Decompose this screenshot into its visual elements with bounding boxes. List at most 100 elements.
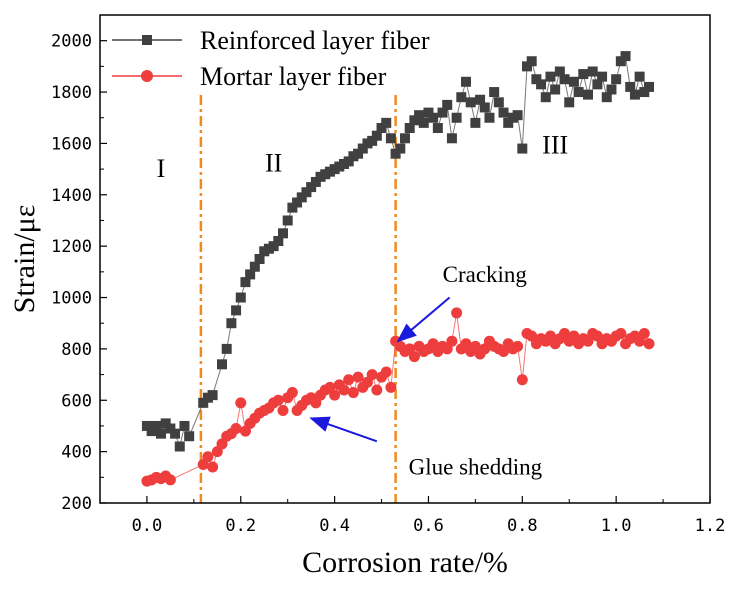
legend-label: Mortar layer fiber xyxy=(200,62,387,91)
data-point xyxy=(638,327,650,339)
data-point xyxy=(465,97,476,108)
data-point xyxy=(282,215,293,226)
data-point xyxy=(207,390,218,401)
data-point xyxy=(156,428,166,439)
data-point xyxy=(540,92,551,103)
y-tick-label: 1400 xyxy=(51,186,92,206)
data-point xyxy=(240,277,251,288)
data-point xyxy=(554,66,565,77)
data-point xyxy=(385,381,397,393)
y-tick-label: 400 xyxy=(61,443,92,463)
data-point xyxy=(381,117,392,128)
data-point xyxy=(268,241,279,252)
data-point xyxy=(249,261,260,272)
data-point xyxy=(380,366,392,378)
data-point xyxy=(366,369,378,381)
data-point xyxy=(498,107,509,118)
data-point xyxy=(164,474,176,486)
x-tick-label: 0.2 xyxy=(225,516,256,536)
data-point xyxy=(597,71,608,82)
data-point xyxy=(451,112,462,123)
data-point xyxy=(174,441,185,452)
legend-label: Reinforced layer fiber xyxy=(200,26,430,55)
data-point xyxy=(235,292,246,303)
y-tick-label: 1800 xyxy=(51,83,92,103)
y-tick-label: 1000 xyxy=(51,289,92,309)
data-point xyxy=(347,387,359,399)
data-point xyxy=(184,431,195,442)
data-point xyxy=(606,84,617,95)
x-tick-label: 0.6 xyxy=(413,516,444,536)
data-point xyxy=(512,110,523,121)
data-point xyxy=(235,397,247,409)
data-point xyxy=(428,112,439,123)
data-point xyxy=(151,420,162,431)
y-tick-label: 2000 xyxy=(51,32,92,52)
legend: Reinforced layer fiber Mortar layer fiber xyxy=(112,26,430,91)
data-point xyxy=(489,87,500,98)
data-point xyxy=(470,117,481,128)
glue-shedding-arrow xyxy=(309,416,378,443)
data-point xyxy=(198,397,209,408)
data-point xyxy=(301,187,312,198)
data-point xyxy=(141,420,152,431)
data-point xyxy=(277,405,289,417)
data-point xyxy=(296,192,307,203)
data-point xyxy=(634,71,645,82)
data-point xyxy=(306,182,317,193)
data-point xyxy=(272,394,284,406)
data-point xyxy=(371,130,382,141)
data-point xyxy=(484,112,495,123)
data-point xyxy=(329,389,341,401)
data-point xyxy=(442,99,453,110)
data-point xyxy=(545,71,556,82)
data-points-layer xyxy=(141,51,655,487)
data-point xyxy=(400,133,410,144)
data-point xyxy=(286,387,298,399)
data-point xyxy=(357,143,368,154)
data-point xyxy=(292,197,303,208)
x-tick-label: 0.4 xyxy=(319,516,350,536)
y-tick-label: 800 xyxy=(61,340,92,360)
y-axis-title: Strain/με xyxy=(8,205,41,314)
data-point xyxy=(310,176,321,187)
data-point xyxy=(409,115,420,126)
axes-layer: 0.0 0.2 0.4 0.6 0.8 1.0 1.2 200 400 600 800 1000 120… xyxy=(51,32,725,536)
data-point xyxy=(503,117,514,128)
data-point xyxy=(559,74,570,85)
data-point xyxy=(601,92,612,103)
data-point xyxy=(343,374,355,386)
data-point xyxy=(371,384,383,396)
data-point xyxy=(526,56,537,67)
data-point xyxy=(629,89,640,100)
data-point xyxy=(578,69,589,80)
region-label-i: I xyxy=(157,154,166,183)
data-point xyxy=(230,423,242,435)
data-point xyxy=(254,254,265,264)
data-point xyxy=(620,51,631,62)
data-point xyxy=(550,84,561,95)
data-point xyxy=(343,156,354,167)
vertical-marker-lines xyxy=(199,95,397,503)
data-point xyxy=(461,76,471,87)
data-point xyxy=(493,97,504,108)
data-point xyxy=(160,418,171,429)
data-point xyxy=(611,74,622,85)
data-point xyxy=(522,61,532,72)
y-tick-label: 600 xyxy=(61,391,92,411)
x-tick-label: 1.2 xyxy=(695,516,726,536)
data-point xyxy=(432,123,443,134)
data-point xyxy=(592,79,603,90)
data-point xyxy=(418,117,429,128)
y-tick-label: 1200 xyxy=(51,237,92,257)
data-point xyxy=(573,87,584,98)
x-axis-title: Corrosion rate/% xyxy=(302,546,508,579)
data-point xyxy=(226,318,237,329)
data-point xyxy=(395,143,406,154)
x-tick-label: 0.8 xyxy=(507,516,538,536)
data-point xyxy=(245,269,256,280)
data-point xyxy=(536,79,547,90)
region-label-iii: III xyxy=(542,131,568,160)
